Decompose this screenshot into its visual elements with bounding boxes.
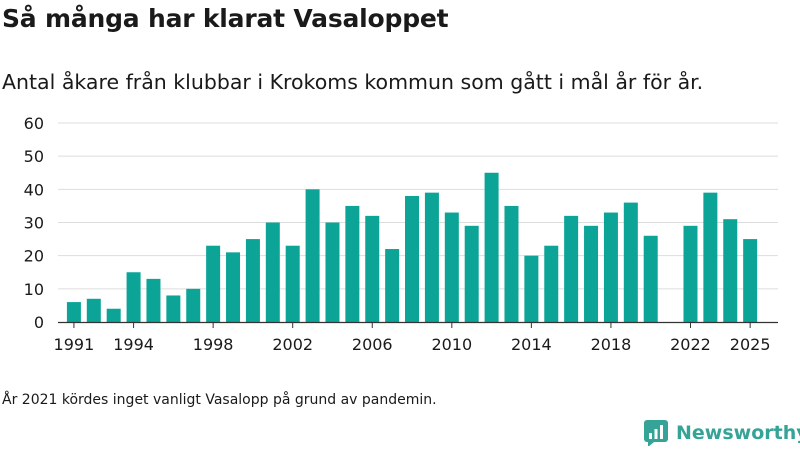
- bar: [146, 278, 161, 322]
- bar: [405, 195, 420, 322]
- x-tick-label: 2010: [431, 335, 472, 354]
- x-tick-label: 1998: [193, 335, 234, 354]
- x-tick-label: 2022: [670, 335, 711, 354]
- y-tick-label: 20: [24, 247, 44, 266]
- bar: [305, 189, 320, 322]
- bar: [603, 212, 618, 322]
- bar: [365, 215, 380, 322]
- bar: [424, 192, 439, 322]
- x-tick-label: 1994: [113, 335, 154, 354]
- y-tick-label: 0: [34, 313, 44, 332]
- bar: [464, 225, 479, 322]
- y-tick-label: 30: [24, 214, 44, 233]
- x-tick-label: 2025: [730, 335, 771, 354]
- bar: [743, 239, 758, 322]
- footnote: År 2021 kördes inget vanligt Vasalopp på…: [2, 392, 437, 408]
- bar: [186, 288, 201, 322]
- bar: [444, 212, 459, 322]
- bar: [584, 225, 599, 322]
- bars: [66, 172, 758, 322]
- y-tick-labels: 0 10 20 30 40 50 60: [24, 114, 44, 332]
- x-tick-label: 2002: [272, 335, 313, 354]
- bar: [66, 302, 81, 322]
- x-tick-label: 2006: [352, 335, 393, 354]
- bar: [544, 245, 559, 322]
- brand-name: Newsworthy: [676, 422, 800, 444]
- bar: [325, 222, 340, 322]
- bar: [345, 205, 360, 322]
- bar: [703, 192, 718, 322]
- bar: [126, 272, 141, 322]
- bar: [86, 298, 101, 322]
- bar: [643, 235, 658, 322]
- x-tick-label: 2018: [591, 335, 632, 354]
- bar: [265, 222, 280, 322]
- bar: [206, 245, 221, 322]
- x-tick-labels: 1991 1994 1998 2002 2006 2010 2014 2018 2022 2025: [54, 335, 771, 354]
- x-tick-label: 1991: [54, 335, 95, 354]
- bar: [226, 252, 241, 322]
- y-tick-label: 40: [24, 180, 44, 199]
- newsworthy-logo-icon: [644, 420, 668, 446]
- bar: [524, 255, 539, 322]
- bar: [285, 245, 300, 322]
- bar: [484, 172, 499, 322]
- chart-title: Så många har klarat Vasaloppet: [2, 4, 449, 33]
- bar: [623, 202, 638, 322]
- bar: [245, 239, 260, 322]
- bar: [385, 249, 400, 322]
- y-tick-label: 50: [24, 147, 44, 166]
- bar: [564, 215, 579, 322]
- bar: [166, 295, 181, 322]
- bar: [683, 225, 698, 322]
- y-tick-label: 10: [24, 280, 44, 299]
- x-tick-label: 2014: [511, 335, 552, 354]
- bar: [723, 219, 738, 322]
- bar: [504, 205, 519, 322]
- x-axis: [58, 321, 778, 328]
- brand-logo[interactable]: Newsworthy: [644, 420, 800, 446]
- chart-subtitle: Antal åkare från klubbar i Krokoms kommu…: [2, 70, 704, 94]
- bar: [106, 308, 121, 322]
- bar-chart: 0 10 20 30 40 50 60 1991 1994 1998 2002 2006 2010 20…: [24, 114, 778, 354]
- y-tick-label: 60: [24, 114, 44, 133]
